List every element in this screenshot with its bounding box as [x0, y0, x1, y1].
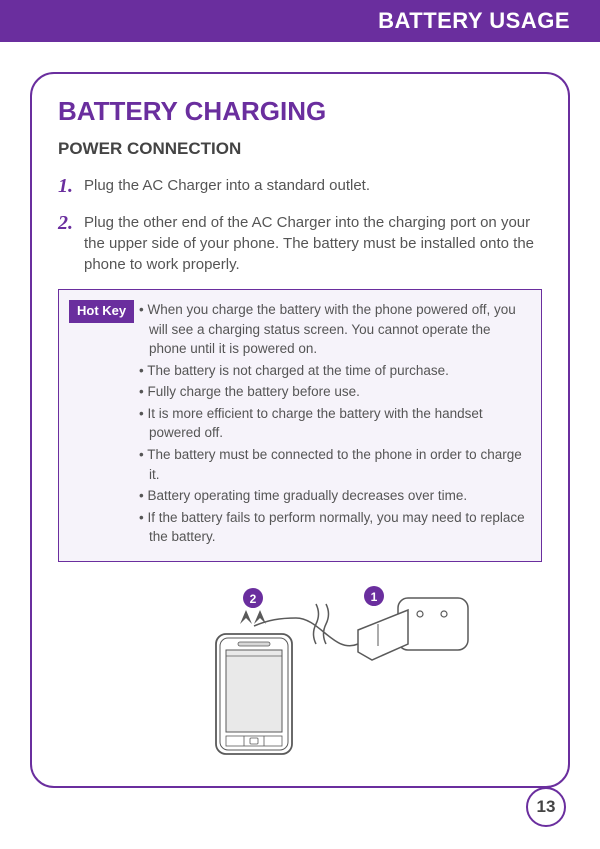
hotkey-item: The battery must be connected to the pho…	[139, 445, 527, 484]
step-item: 1. Plug the AC Charger into a standard o…	[58, 175, 542, 198]
step-item: 2. Plug the other end of the AC Charger …	[58, 212, 542, 275]
marker-2: 2	[243, 588, 263, 608]
hotkey-item: The battery is not charged at the time o…	[139, 361, 527, 381]
hotkey-item: If the battery fails to perform normally…	[139, 508, 527, 547]
step-text: Plug the other end of the AC Charger int…	[84, 212, 542, 275]
phone-icon	[216, 634, 292, 754]
charging-illustration: 1 2	[120, 580, 480, 760]
hotkey-item: Fully charge the battery before use.	[139, 382, 527, 402]
step-text: Plug the AC Charger into a standard outl…	[84, 175, 370, 198]
subsection-title: POWER CONNECTION	[58, 139, 542, 159]
hotkey-item: Battery operating time gradually decreas…	[139, 486, 527, 506]
hotkey-badge: Hot Key	[69, 300, 134, 323]
content-panel: BATTERY CHARGING POWER CONNECTION 1. Plu…	[30, 72, 570, 788]
hotkey-list: When you charge the battery with the pho…	[139, 300, 527, 547]
step-number: 2.	[58, 212, 84, 275]
steps-list: 1. Plug the AC Charger into a standard o…	[58, 175, 542, 275]
hotkey-item: When you charge the battery with the pho…	[139, 300, 527, 359]
hotkey-item: It is more efficient to charge the batte…	[139, 404, 527, 443]
page-number: 13	[526, 787, 566, 827]
marker-1: 1	[364, 586, 384, 606]
page-header: BATTERY USAGE	[0, 0, 600, 42]
section-title: BATTERY CHARGING	[58, 96, 542, 127]
svg-text:2: 2	[250, 592, 257, 606]
hotkey-box: Hot Key When you charge the battery with…	[58, 289, 542, 562]
step-number: 1.	[58, 175, 84, 198]
svg-text:1: 1	[371, 590, 378, 604]
